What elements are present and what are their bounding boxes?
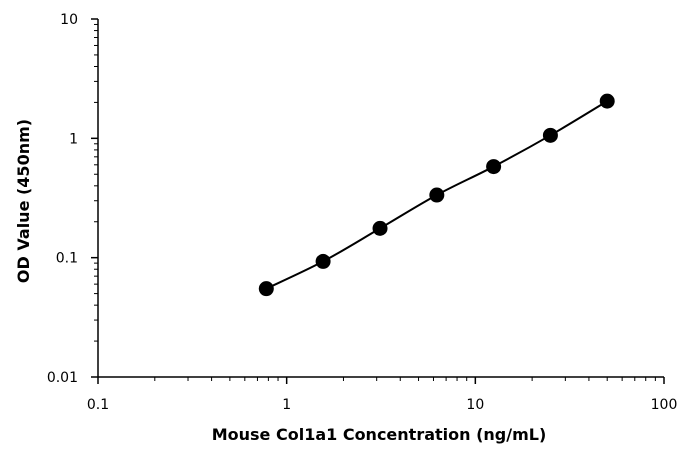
axes — [97, 19, 664, 378]
y-tick-label: 10 — [60, 12, 78, 28]
data-point — [542, 127, 558, 143]
y-axis-ticks: 0.01 0.1 1 10 — [47, 12, 98, 386]
data-point — [429, 187, 445, 203]
y-tick-label: 0.1 — [56, 251, 78, 267]
x-axis-ticks: 0.1 1 10 100 — [87, 377, 678, 413]
data-point — [486, 159, 502, 175]
data-points — [258, 93, 615, 297]
y-tick-label: 1 — [69, 131, 78, 147]
data-point — [315, 253, 331, 269]
x-tick-label: 100 — [651, 397, 678, 413]
data-point — [599, 93, 615, 109]
data-point — [372, 220, 388, 236]
x-tick-label: 0.1 — [87, 397, 109, 413]
y-tick-label: 0.01 — [47, 370, 78, 386]
x-tick-label: 10 — [466, 397, 484, 413]
data-point — [258, 281, 274, 297]
x-axis-title: Mouse Col1a1 Concentration (ng/mL) — [212, 425, 547, 444]
y-axis-title: OD Value (450nm) — [14, 119, 33, 283]
x-tick-label: 1 — [282, 397, 291, 413]
